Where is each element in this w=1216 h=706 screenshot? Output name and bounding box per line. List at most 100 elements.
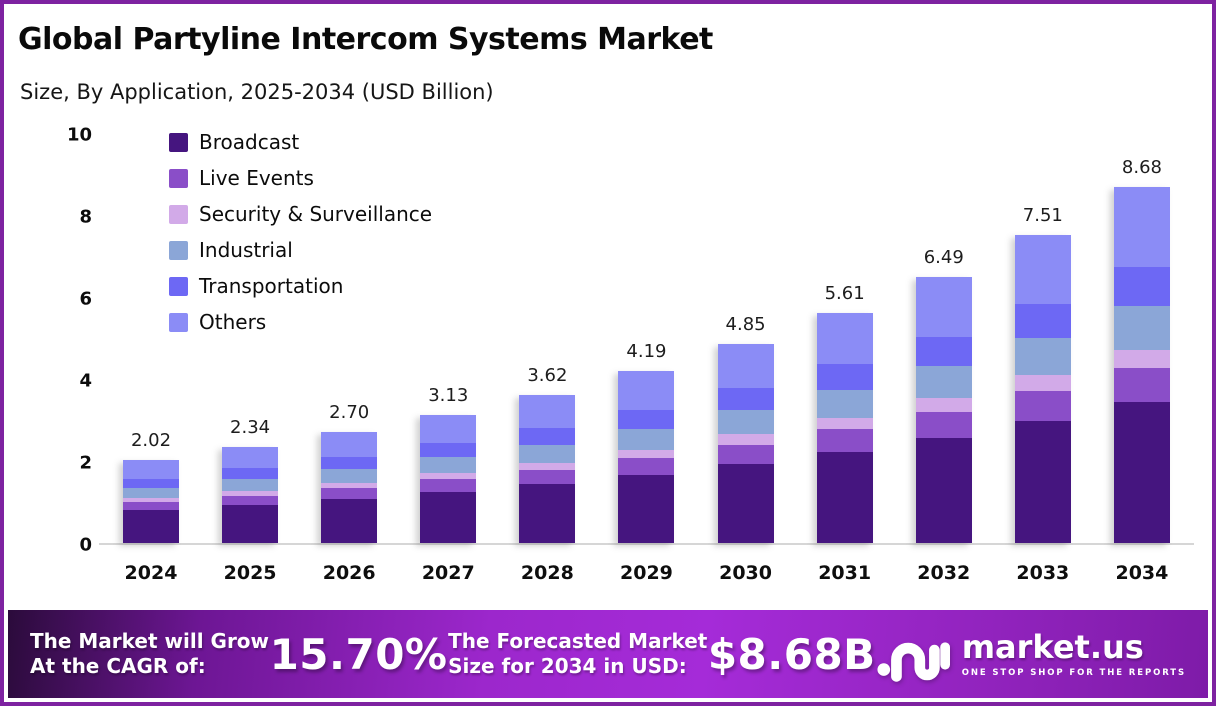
bar-total-label: 5.61 [824,283,865,304]
bar-segment-industrial [717,410,774,435]
legend-item-security-surveillance: Security & Surveillance [169,202,432,226]
bar-segment-security-surveillance [915,398,972,412]
marketus-logo: market.us ONE STOP SHOP FOR THE REPORTS [876,625,1186,683]
bar-total-label: 4.85 [725,314,766,336]
bottom-banner: The Market will Grow At the CAGR of: 15.… [8,610,1208,698]
bar-segment-others [915,276,972,337]
bar-total-label: 7.51 [1022,205,1063,227]
legend-label: Live Events [199,166,314,190]
forecast-label-line2: Size for 2034 in USD: [448,654,687,678]
bar-segment-security-surveillance [717,434,774,445]
bar-segment-industrial [1113,306,1170,350]
bar-total-label: 2.34 [230,417,271,439]
bar-segment-live-events [519,470,576,485]
y-tick-label: 10 [66,124,92,146]
bar-stack [816,313,873,543]
bar-segment-industrial [123,487,179,498]
y-tick-label: 4 [79,370,92,392]
bar-segment-live-events [222,495,279,506]
bar-column-2033: 7.51 [1014,135,1071,543]
bar-segment-live-events [915,411,972,439]
x-axis-label-2034: 2034 [1115,562,1169,584]
bar-segment-others [1113,187,1170,268]
bar-segment-live-events [816,429,873,452]
cagr-label: The Market will Grow At the CAGR of: [30,629,269,679]
bar-stack [222,447,279,543]
bar-total-label: 4.19 [626,341,667,363]
bar-column-2031: 5.61 [816,135,873,543]
bar-column-2025: 2.34 [222,135,279,543]
bar-segment-broadcast [519,484,576,543]
bar-segment-security-surveillance [420,472,477,480]
bar-total-label: 2.02 [130,430,172,452]
bar-segment-industrial [1014,337,1071,376]
bar-segment-broadcast [915,438,972,543]
x-axis-label-2026: 2026 [322,562,376,584]
bar-segment-live-events [717,444,774,465]
forecast-label: The Forecasted Market Size for 2034 in U… [448,629,707,679]
bar-total-label: 8.68 [1121,157,1162,179]
legend-swatch-icon [169,132,188,152]
legend-swatch-icon [169,204,188,224]
x-axis-labels: 2024 2025 2026 2027 2028 2029 2030 2031 2032 2033… [99,562,1194,584]
cagr-label-line1: The Market will Grow [30,629,270,653]
legend-swatch-icon [169,240,188,260]
logo-name: market.us [961,627,1144,666]
bar-segment-others [1014,235,1071,304]
x-axis-label-2030: 2030 [719,562,772,584]
bar-segment-others [420,414,477,444]
forecast-value: $8.68B [707,629,876,679]
y-tick-label: 0 [79,534,92,556]
bar-stack [717,344,774,543]
cagr-value: 15.70% [269,629,448,679]
x-axis-label-2027: 2027 [421,562,475,584]
bar-stack [420,414,477,543]
bar-stack [618,371,675,543]
bar-segment-live-events [1014,390,1071,422]
bar-segment-industrial [618,428,675,450]
bar-stack [519,394,576,543]
legend-swatch-icon [169,168,188,188]
legend-label: Transportation [199,274,344,298]
x-axis-label-2031: 2031 [818,562,872,584]
y-tick-label: 6 [79,288,92,310]
bar-stack [321,432,378,543]
bar-segment-transportation [321,456,378,470]
x-axis-label-2028: 2028 [520,562,574,584]
bar-segment-security-surveillance [618,449,675,459]
bar-segment-others [222,447,279,469]
bar-total-label: 3.62 [527,364,568,386]
bar-total-label: 2.70 [329,402,370,424]
bar-column-2026: 2.70 [321,135,378,543]
bar-segment-others [519,394,576,429]
bar-segment-others [123,460,179,479]
bar-segment-industrial [321,469,378,483]
bar-segment-live-events [123,502,179,511]
forecast-label-line1: The Forecasted Market [448,629,708,653]
bar-segment-transportation [123,478,179,488]
bar-stack [915,276,972,543]
bar-column-2030: 4.85 [717,135,774,543]
bar-segment-live-events [420,479,477,493]
bar-column-2027: 3.13 [420,135,477,543]
legend-swatch-icon [169,312,188,332]
y-tick-label: 8 [79,206,92,228]
bar-segment-transportation [222,468,279,480]
legend-swatch-icon [169,276,188,296]
x-axis-label-2025: 2025 [223,562,277,584]
bar-segment-industrial [915,365,972,399]
legend-label: Industrial [199,238,293,262]
legend-item-others: Others [169,310,432,334]
bar-segment-others [717,344,774,389]
page-title: Global Partyline Intercom Systems Market [18,22,713,57]
bar-segment-industrial [420,457,477,473]
bar-segment-broadcast [618,474,675,543]
bar-segment-broadcast [816,451,873,543]
chart-legend: Broadcast Live Events Security & Surveilla… [169,130,432,334]
plot-area: 2.02 2.34 2.70 3.13 3.62 4.19 4.85 5.61 6.49 7.51… [99,135,1194,545]
legend-label: Security & Surveillance [199,202,433,226]
bar-column-2032: 6.49 [915,135,972,543]
bar-segment-broadcast [420,492,477,543]
x-axis-label-2032: 2032 [917,562,971,584]
